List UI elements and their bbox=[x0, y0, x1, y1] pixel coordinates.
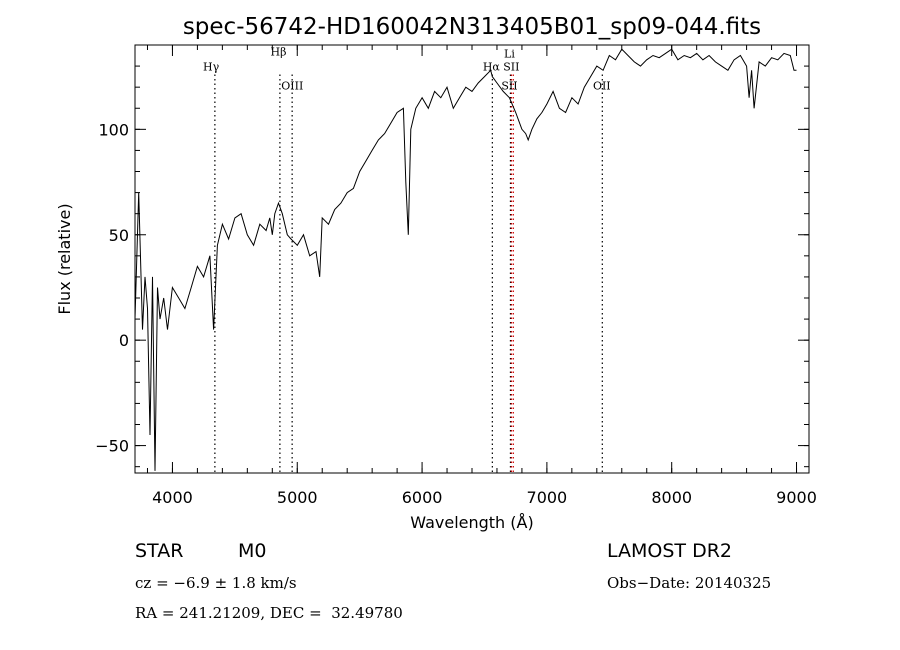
chart-title: spec-56742-HD160042N313405B01_sp09-044.f… bbox=[183, 14, 761, 40]
survey-label: LAMOST DR2 bbox=[607, 540, 732, 562]
chart-marks: 4000 5000 6000 7000 8000 9000 −50 0 50 100 Hγ Hβ OII… bbox=[95, 44, 817, 507]
x-axis-label: Wavelength (Å) bbox=[410, 513, 533, 532]
x-tick-label: 8000 bbox=[651, 488, 692, 507]
class-label: STAR bbox=[135, 540, 184, 562]
y-tick-label: 0 bbox=[119, 331, 129, 350]
spectral-line-label: Hβ bbox=[271, 46, 287, 59]
subclass-label: M0 bbox=[238, 540, 267, 562]
spectral-line-label: OII bbox=[593, 79, 611, 92]
y-tick-label: 100 bbox=[98, 120, 129, 139]
y-axis-label: Flux (relative) bbox=[55, 203, 74, 314]
y-tick-label: 50 bbox=[109, 226, 129, 245]
spectral-line-label: OIII bbox=[281, 79, 303, 92]
x-tick-label: 9000 bbox=[776, 488, 817, 507]
x-tick-label: 4000 bbox=[152, 488, 193, 507]
x-tick-label: 5000 bbox=[277, 488, 318, 507]
radec-label: RA = 241.21209, DEC = 32.49780 bbox=[135, 604, 403, 622]
plot-frame bbox=[134, 44, 810, 474]
spectrum-series-line bbox=[134, 48, 797, 471]
cz-label: cz = −6.9 ± 1.8 km/s bbox=[135, 574, 297, 592]
x-tick-label: 6000 bbox=[402, 488, 443, 507]
x-tick-label: 7000 bbox=[527, 488, 568, 507]
spectral-line-label: Hα bbox=[483, 60, 501, 73]
y-tick-label: −50 bbox=[95, 437, 129, 456]
spectral-line-label: SII bbox=[503, 60, 519, 73]
spectral-line-label: Li bbox=[504, 48, 515, 61]
spectral-line-label: Hγ bbox=[203, 60, 220, 73]
spectral-line-label: SII bbox=[501, 79, 517, 92]
obs-date-label: Obs−Date: 20140325 bbox=[607, 574, 772, 592]
